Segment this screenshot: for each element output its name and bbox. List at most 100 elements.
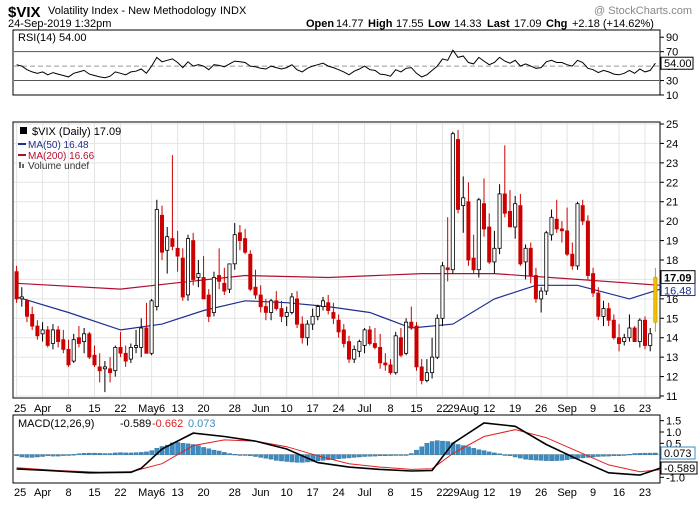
macd-histogram-bar	[133, 452, 139, 455]
macd-histogram-bar	[86, 452, 92, 455]
candle-body	[14, 271, 19, 300]
x-label-macd: Jul	[358, 487, 372, 499]
last-value: 17.09	[514, 18, 542, 30]
candle-body	[585, 220, 590, 276]
candle-body	[232, 234, 237, 265]
candle-body	[165, 236, 170, 251]
macd-histogram-bar	[502, 454, 508, 456]
legend-main-swatch	[20, 127, 27, 134]
candle-body	[128, 346, 133, 360]
price-tick-label: 20	[666, 216, 678, 228]
macd-histogram-bar	[507, 454, 513, 457]
x-label-price: 28	[229, 403, 241, 415]
macd-histogram-bar	[466, 446, 471, 455]
candle-body	[175, 247, 180, 257]
macd-histogram-bar	[289, 454, 295, 463]
x-label-price: May6	[138, 403, 165, 415]
candle-body	[424, 372, 429, 381]
candle-body	[159, 214, 164, 253]
x-label-price: 9	[590, 403, 596, 415]
macd-histogram-bar	[92, 452, 97, 455]
macd-histogram-bar	[268, 454, 274, 460]
macd-histogram-bar	[315, 454, 321, 462]
candle-body	[627, 327, 632, 339]
macd-histogram-bar	[71, 454, 76, 456]
last-price-tag-text: 17.09	[664, 273, 692, 285]
candle-body	[19, 296, 24, 300]
candle-body	[191, 240, 196, 280]
candle-body	[414, 325, 419, 368]
macd-histogram-bar	[409, 453, 414, 455]
macd-signal-line	[16, 429, 661, 473]
macd-legend: MACD(12,26,9) -0.589 -0.662 0.073	[18, 418, 216, 430]
macd-histogram-bar	[190, 444, 196, 455]
candle-body	[66, 348, 71, 366]
macd-histogram-bar	[497, 453, 502, 455]
x-label-price: 24	[332, 403, 344, 415]
candle-body	[279, 308, 284, 317]
macd-histogram-bar	[486, 451, 492, 455]
date-label: 24-Sep-2019 1:32pm	[8, 18, 111, 30]
x-label-macd: 23	[639, 487, 651, 499]
price-tick-label: 11	[666, 391, 677, 403]
legend-volume-swatch	[19, 162, 21, 168]
rsi-tick-label: 90	[666, 32, 678, 44]
candle-body	[611, 319, 616, 339]
macd-histogram-bar	[461, 445, 466, 455]
macd-histogram-bar	[575, 454, 580, 459]
macd-histogram-bar	[201, 447, 206, 455]
macd-histogram-bar	[533, 454, 539, 461]
candle-body	[196, 273, 201, 278]
rsi-line	[16, 49, 656, 79]
macd-legend-hist: 0.073	[188, 418, 216, 430]
exchange-label: INDX	[220, 5, 247, 17]
macd-histogram-bar	[544, 454, 549, 461]
candle-body	[180, 257, 185, 298]
macd-histogram-bar	[35, 454, 40, 458]
y-axes: 907050301054.002524232221201918171615141…	[660, 32, 698, 484]
x-label-macd: 16	[613, 487, 625, 499]
x-label-macd: May6	[138, 487, 165, 499]
candle-body	[554, 218, 559, 230]
macd-histogram-bar	[647, 452, 653, 455]
price-tick-label: 18	[666, 255, 678, 267]
candle-body	[50, 329, 55, 344]
candle-body	[284, 312, 289, 317]
macd-histogram-bar	[294, 454, 300, 463]
macd-histogram-bar	[346, 454, 352, 459]
x-label-macd: 17	[307, 487, 319, 499]
candle-body	[56, 329, 61, 342]
macd-histogram-bar	[341, 454, 347, 459]
macd-histogram-bar	[112, 452, 118, 455]
candle-body	[237, 232, 242, 242]
candle-body	[222, 282, 227, 292]
macd-histogram-bar	[523, 454, 528, 460]
macd-line-tag-text: -0.589	[664, 463, 695, 475]
candle-body	[523, 247, 528, 263]
candle-body	[185, 238, 190, 296]
legend-ma50: MA(50) 16.48	[28, 140, 89, 151]
x-label-price: 15	[410, 403, 422, 415]
candle-body	[632, 327, 637, 343]
macd-histogram-bar	[258, 454, 264, 458]
candle-body	[217, 275, 222, 282]
macd-histogram-bar	[435, 440, 440, 455]
macd-legend-signal: -0.662	[152, 418, 183, 430]
macd-tick-label: 1.5	[666, 416, 681, 428]
candle-body	[108, 368, 113, 374]
x-label-macd: 20	[197, 487, 209, 499]
candle-body	[481, 203, 486, 230]
candle-body	[35, 325, 40, 337]
macd-histogram-bar	[538, 454, 544, 461]
macd-tick-label: -1.0	[666, 472, 685, 484]
candle-body	[341, 329, 346, 344]
x-label-macd: 22	[114, 487, 126, 499]
macd-histogram-bar	[97, 453, 102, 455]
rsi-tick-label: 30	[666, 76, 678, 88]
low-label: Low	[428, 18, 450, 30]
candle-body	[315, 306, 320, 317]
candle-body	[87, 333, 92, 358]
macd-histogram-bar	[284, 454, 290, 462]
candle-body	[596, 292, 601, 317]
macd-histogram-bar	[580, 454, 585, 459]
